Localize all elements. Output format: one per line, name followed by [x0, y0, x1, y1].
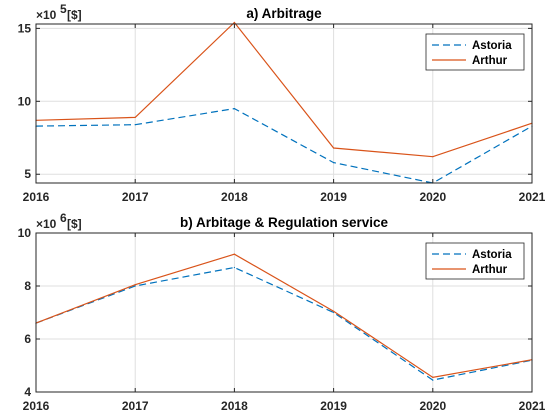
- exponent-power: 6: [60, 211, 67, 225]
- chart-title: a) Arbitrage: [246, 6, 322, 21]
- data-point-arthur: [134, 116, 136, 118]
- x-tick-label: 2017: [122, 190, 149, 204]
- y-tick-label: 10: [18, 94, 32, 108]
- x-tick-label: 2021: [519, 190, 546, 204]
- legend-label-astoria: Astoria: [472, 40, 512, 52]
- data-point-arthur: [233, 21, 235, 24]
- data-point-arthur: [333, 147, 335, 149]
- y-tick-label: 5: [24, 167, 31, 181]
- data-point-astoria: [134, 285, 136, 287]
- x-tick-label: 2019: [320, 399, 347, 413]
- x-tick-label: 2016: [23, 399, 50, 413]
- legend-box: [425, 242, 525, 280]
- exponent-power: 5: [60, 2, 67, 16]
- series-line-arthur: [35, 253, 533, 379]
- legend-label-arthur: Arthur: [472, 264, 508, 276]
- axes-box: [35, 232, 533, 393]
- y-tick-label: 15: [18, 21, 32, 35]
- legend-label-arthur: Arthur: [472, 55, 508, 67]
- y-tick-label: 10: [18, 226, 32, 240]
- legend-box: [425, 33, 525, 71]
- axes-box: [35, 23, 533, 184]
- series-line-arthur: [35, 21, 533, 158]
- data-point-astoria: [333, 162, 335, 164]
- exponent-label: ×10: [36, 217, 57, 231]
- x-tick-label: 2018: [221, 190, 248, 204]
- exponent-label: ×10: [36, 8, 57, 22]
- x-tick-label: 2020: [419, 190, 446, 204]
- data-point-astoria: [233, 266, 235, 269]
- y-tick-label: 6: [24, 332, 31, 346]
- x-tick-label: 2020: [419, 399, 446, 413]
- x-tick-label: 2018: [221, 399, 248, 413]
- x-tick-label: 2019: [320, 190, 347, 204]
- data-point-arthur: [432, 156, 434, 158]
- data-point-astoria: [233, 108, 235, 110]
- unit-label: [$]: [67, 8, 82, 22]
- legend-label-astoria: Astoria: [472, 249, 512, 261]
- data-point-arthur: [432, 376, 434, 378]
- series-line-astoria: [35, 107, 533, 184]
- y-tick-label: 4: [24, 385, 31, 399]
- y-tick-label: 8: [24, 279, 31, 293]
- chart-title: b) Arbitage & Regulation service: [180, 215, 389, 230]
- data-point-arthur: [333, 310, 335, 312]
- x-tick-label: 2017: [122, 399, 149, 413]
- data-point-astoria: [432, 379, 434, 381]
- data-point-astoria: [134, 124, 136, 126]
- unit-label: [$]: [67, 217, 82, 231]
- data-point-arthur: [134, 284, 136, 286]
- series-line-astoria: [35, 266, 533, 381]
- x-tick-label: 2016: [23, 190, 50, 204]
- x-tick-label: 2021: [519, 399, 546, 413]
- data-point-astoria: [333, 311, 335, 314]
- data-point-arthur: [233, 253, 235, 255]
